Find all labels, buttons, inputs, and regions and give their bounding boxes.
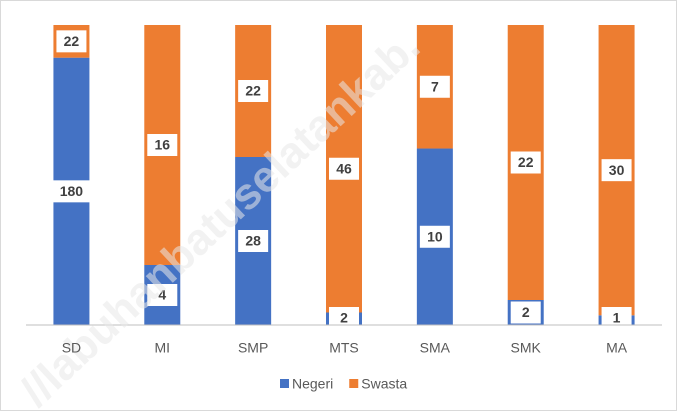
data-label-box xyxy=(52,180,91,203)
data-label-box xyxy=(147,284,178,306)
x-tick-label: MA xyxy=(606,340,628,356)
data-label-box xyxy=(147,134,178,156)
data-label: 10 xyxy=(427,228,443,244)
legend-label: Swasta xyxy=(361,376,407,392)
data-label: 1 xyxy=(613,310,621,326)
data-label-box xyxy=(238,80,269,102)
x-tick-label: SMA xyxy=(420,340,451,356)
data-label: 46 xyxy=(336,160,352,176)
data-label-box xyxy=(419,225,450,248)
data-label: 22 xyxy=(64,33,80,49)
data-label: 28 xyxy=(245,233,261,249)
x-tick-label: SMP xyxy=(238,340,268,356)
data-label: 22 xyxy=(245,83,261,99)
legend: Negeri Swasta xyxy=(280,376,407,392)
x-tick-label: MTS xyxy=(329,340,359,356)
x-tick-label: MI xyxy=(155,340,171,356)
data-label-box xyxy=(329,307,359,329)
x-tick-label: SMK xyxy=(511,340,542,356)
data-label: 4 xyxy=(158,287,166,303)
data-label-box xyxy=(419,75,450,98)
data-label: 180 xyxy=(60,183,84,199)
data-label: 16 xyxy=(154,137,170,153)
data-label: 2 xyxy=(340,310,348,326)
data-label: 22 xyxy=(518,154,534,170)
data-label: 7 xyxy=(431,78,439,94)
x-tick-label: SD xyxy=(62,340,81,356)
data-label-box xyxy=(56,30,87,53)
data-label-box xyxy=(329,157,359,180)
data-label: 30 xyxy=(609,162,625,178)
data-label-box xyxy=(510,301,541,324)
data-label-box xyxy=(601,307,632,329)
data-label: 2 xyxy=(522,304,530,320)
legend-label: Negeri xyxy=(292,376,333,392)
data-label-box xyxy=(510,151,541,174)
data-label-box xyxy=(601,159,632,182)
data-label-box xyxy=(238,230,269,252)
legend-swatch xyxy=(280,379,289,388)
legend-swatch xyxy=(349,379,359,388)
